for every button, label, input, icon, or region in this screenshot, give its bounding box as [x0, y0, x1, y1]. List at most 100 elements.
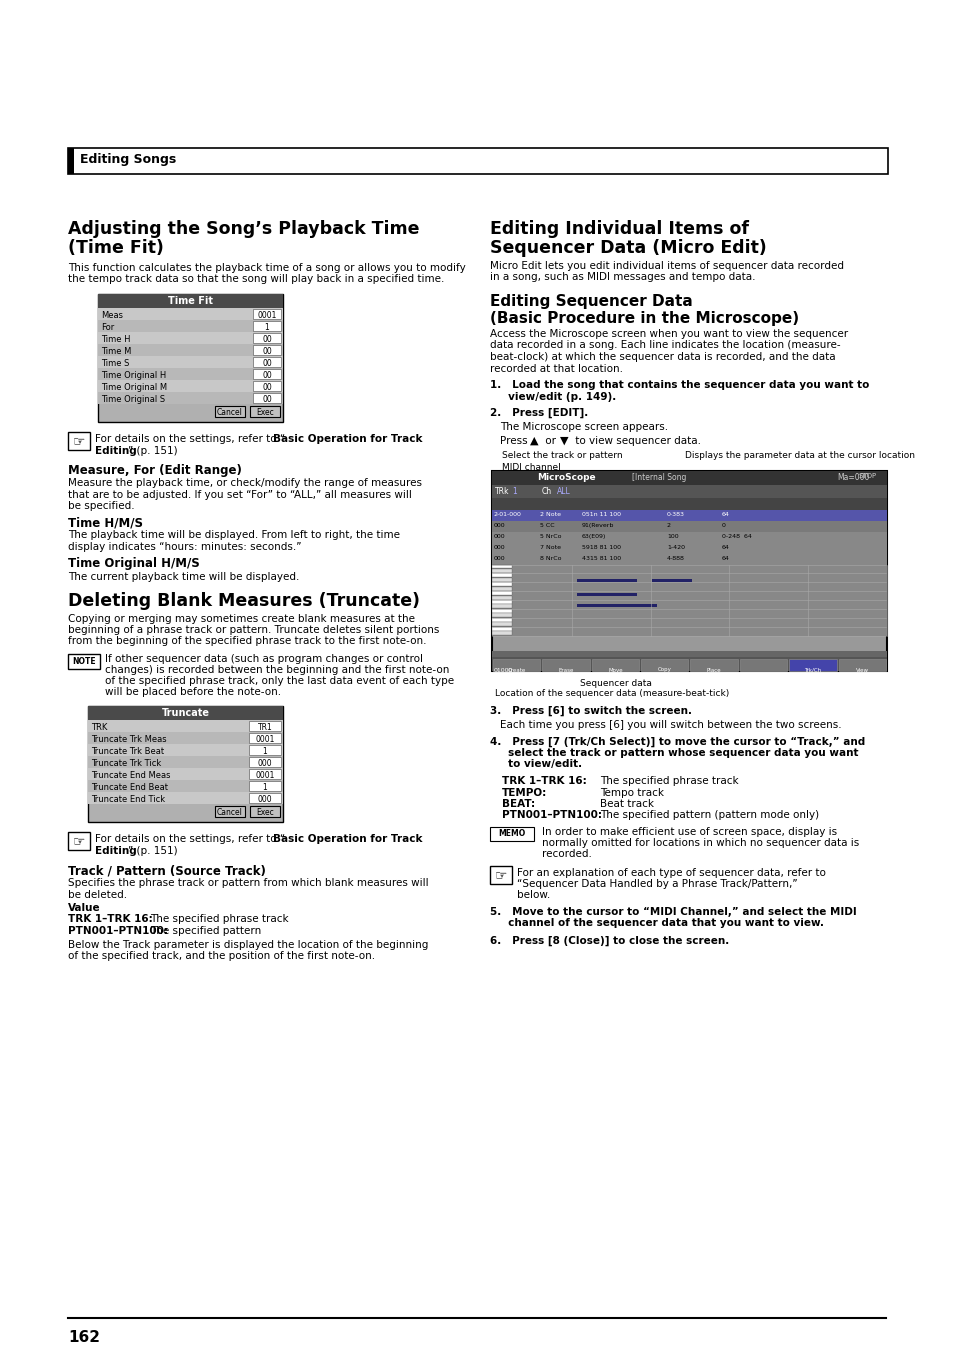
Bar	[98, 332, 283, 345]
Text: 0001: 0001	[255, 735, 274, 743]
Text: 162: 162	[68, 1329, 100, 1346]
Text: normally omitted for locations in which no sequencer data is: normally omitted for locations in which …	[541, 838, 859, 848]
Bar	[591, 658, 639, 670]
Text: Measure the playback time, or check/modify the range of measures: Measure the playback time, or check/modi…	[68, 478, 421, 488]
Text: 0001: 0001	[257, 311, 276, 319]
Text: Truncate Trk Beat: Truncate Trk Beat	[91, 747, 164, 755]
Text: Access the Microscope screen when you want to view the sequencer: Access the Microscope screen when you wa…	[490, 330, 847, 339]
Text: 2.   Press [EDIT].: 2. Press [EDIT].	[490, 408, 588, 417]
Text: Editing Songs: Editing Songs	[80, 153, 176, 166]
Bar	[98, 295, 283, 422]
Text: Press: Press	[499, 435, 530, 446]
Bar	[492, 520, 886, 531]
Text: 3.   Press [6] to switch the screen.: 3. Press [6] to switch the screen.	[490, 705, 691, 716]
Text: changes) is recorded between the beginning and the first note-on: changes) is recorded between the beginni…	[105, 665, 449, 676]
Text: or: or	[541, 435, 558, 446]
Text: Beat track: Beat track	[599, 798, 654, 809]
Text: of the specified phrase track, only the last data event of each type: of the specified phrase track, only the …	[105, 676, 454, 686]
Text: 1: 1	[262, 747, 267, 755]
Bar	[651, 578, 691, 582]
Bar	[740, 658, 786, 670]
Text: that are to be adjusted. If you set “For” to “ALL,” all measures will: that are to be adjusted. If you set “For…	[68, 489, 412, 500]
Text: TEMPO:: TEMPO:	[501, 788, 547, 797]
Bar	[88, 767, 283, 780]
Bar	[253, 332, 281, 343]
Text: For details on the settings, refer to “: For details on the settings, refer to “	[95, 434, 285, 444]
Text: Place: Place	[706, 667, 720, 673]
Bar	[249, 757, 281, 767]
Bar	[98, 380, 283, 392]
Text: TRK: TRK	[91, 723, 108, 731]
Bar	[492, 531, 886, 635]
Text: will be placed before the note-on.: will be placed before the note-on.	[105, 688, 281, 697]
Bar	[88, 780, 283, 792]
Text: 00: 00	[262, 394, 272, 404]
Text: 5918 81 100: 5918 81 100	[581, 544, 620, 550]
Bar	[492, 592, 512, 594]
Bar	[88, 744, 283, 757]
Text: Meas: Meas	[101, 311, 123, 319]
Text: Basic Operation for Track: Basic Operation for Track	[273, 434, 422, 444]
Bar	[492, 554, 886, 565]
Bar	[253, 393, 281, 403]
Bar	[690, 658, 737, 670]
Bar	[98, 345, 283, 357]
Text: to view sequencer data.: to view sequencer data.	[572, 435, 700, 446]
Bar	[492, 627, 512, 631]
Text: ALL: ALL	[557, 486, 570, 496]
Text: 7 Note: 7 Note	[539, 544, 560, 550]
Text: (Time Fit): (Time Fit)	[68, 239, 164, 257]
Bar	[88, 732, 283, 744]
Bar	[249, 781, 281, 790]
Text: in a song, such as MIDI messages and tempo data.: in a song, such as MIDI messages and tem…	[490, 273, 755, 282]
Text: 0: 0	[721, 523, 725, 528]
Text: Below the Track parameter is displayed the location of the beginning: Below the Track parameter is displayed t…	[68, 939, 428, 950]
Bar	[492, 509, 886, 520]
Text: 000: 000	[257, 758, 272, 767]
Bar	[492, 565, 512, 569]
Text: MIDI channel: MIDI channel	[501, 462, 560, 471]
Bar	[492, 497, 572, 635]
Text: MEMO: MEMO	[497, 830, 525, 838]
Text: 8 NrCo: 8 NrCo	[539, 557, 561, 561]
Text: 000: 000	[494, 557, 505, 561]
Bar	[490, 866, 512, 884]
Text: [Internal Song: [Internal Song	[631, 473, 685, 481]
Text: 64: 64	[721, 512, 729, 517]
Bar	[249, 793, 281, 802]
Text: BEAT:: BEAT:	[501, 798, 535, 809]
Bar	[249, 734, 281, 743]
Bar	[88, 792, 283, 804]
Bar	[493, 658, 539, 670]
Text: ” (p. 151): ” (p. 151)	[128, 446, 177, 457]
Text: channel of the sequencer data that you want to view.: channel of the sequencer data that you w…	[490, 919, 823, 928]
Text: 000: 000	[494, 523, 505, 528]
Text: STOP: STOP	[858, 473, 876, 478]
Text: Copying or merging may sometimes create blank measures at the: Copying or merging may sometimes create …	[68, 613, 415, 624]
Bar	[492, 578, 512, 582]
Text: below.: below.	[517, 890, 550, 900]
Text: 0-383: 0-383	[666, 512, 684, 517]
Text: 4.   Press [7 (Trk/Ch Select)] to move the cursor to “Track,” and: 4. Press [7 (Trk/Ch Select)] to move the…	[490, 736, 864, 747]
Bar	[249, 744, 281, 755]
Text: View: View	[855, 667, 868, 673]
Bar	[253, 345, 281, 355]
Text: 4315 81 100: 4315 81 100	[581, 557, 620, 561]
Text: Truncate End Meas: Truncate End Meas	[91, 770, 171, 780]
Text: 5.   Move to the cursor to “MIDI Channel,” and select the MIDI: 5. Move to the cursor to “MIDI Channel,”…	[490, 907, 856, 917]
Text: Tempo track: Tempo track	[599, 788, 663, 797]
Text: 4-888: 4-888	[666, 557, 684, 561]
Text: 2 Note: 2 Note	[539, 512, 560, 517]
Bar	[492, 650, 886, 670]
Bar	[492, 596, 512, 600]
Bar	[577, 593, 637, 596]
Text: Editing Sequencer Data: Editing Sequencer Data	[490, 295, 692, 309]
Text: If other sequencer data (such as program changes or control: If other sequencer data (such as program…	[105, 654, 422, 663]
Text: Sequencer Data (Micro Edit): Sequencer Data (Micro Edit)	[490, 239, 766, 257]
Text: The playback time will be displayed. From left to right, the time: The playback time will be displayed. Fro…	[68, 531, 399, 540]
Text: PTN001–PTN100:: PTN001–PTN100:	[501, 811, 601, 820]
Text: TRk: TRk	[495, 486, 509, 496]
Text: data recorded in a song. Each line indicates the location (measure-: data recorded in a song. Each line indic…	[490, 340, 840, 350]
Text: 1-420: 1-420	[666, 544, 684, 550]
Text: Ma=000: Ma=000	[836, 473, 868, 481]
